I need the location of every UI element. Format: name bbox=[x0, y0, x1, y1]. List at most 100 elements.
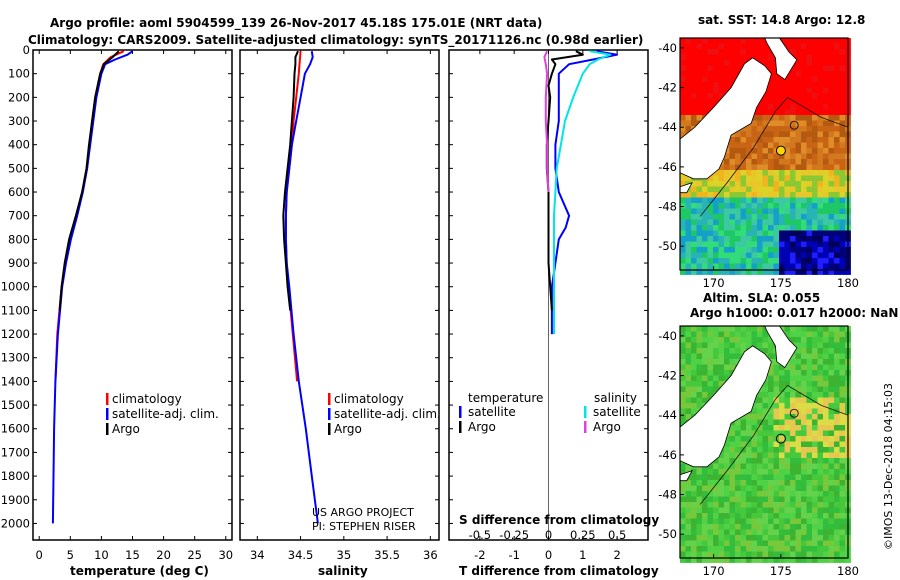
map-cell bbox=[779, 524, 785, 530]
map-cell bbox=[790, 175, 796, 182]
map-cell bbox=[713, 208, 719, 215]
map-cell bbox=[746, 326, 752, 332]
map-cell bbox=[839, 397, 846, 404]
map-cell bbox=[702, 359, 708, 365]
map-cell bbox=[834, 71, 840, 77]
map-cell bbox=[768, 386, 774, 393]
map-cell bbox=[828, 392, 835, 398]
map-cell bbox=[735, 54, 741, 61]
map-cell bbox=[784, 137, 791, 143]
map-cell bbox=[685, 370, 692, 376]
map-cell bbox=[751, 425, 758, 431]
map-cell bbox=[762, 419, 769, 426]
map-cell bbox=[839, 115, 846, 121]
map-cell bbox=[806, 137, 813, 143]
map-cell bbox=[718, 496, 725, 503]
x-tick-label: 2 bbox=[613, 548, 620, 562]
map-cell bbox=[779, 551, 785, 558]
map-y-tick-label: -42 bbox=[658, 369, 677, 383]
map-cell bbox=[762, 507, 769, 514]
map-cell bbox=[707, 507, 714, 514]
map-cell bbox=[823, 381, 829, 387]
map-cell bbox=[784, 164, 791, 171]
map-cell bbox=[834, 230, 840, 237]
map-cell bbox=[839, 491, 846, 497]
map-cell bbox=[757, 513, 763, 519]
map-cell bbox=[751, 513, 758, 519]
map-cell bbox=[685, 331, 692, 338]
map-cell bbox=[718, 87, 725, 94]
map-cell bbox=[828, 386, 835, 393]
map-cell bbox=[740, 452, 747, 459]
map-cell bbox=[762, 348, 769, 354]
map-cell bbox=[784, 496, 791, 503]
map-cell bbox=[779, 76, 785, 83]
map-cell bbox=[768, 337, 774, 343]
map-cell bbox=[751, 230, 758, 237]
map-cell bbox=[707, 513, 714, 519]
map-cell bbox=[768, 49, 774, 55]
map-cell bbox=[806, 447, 813, 453]
map-cell bbox=[713, 463, 719, 470]
map-cell bbox=[702, 98, 708, 105]
map-cell bbox=[834, 441, 840, 448]
map-cell bbox=[729, 197, 736, 204]
map-cell bbox=[718, 524, 725, 530]
map-cell bbox=[768, 175, 774, 182]
map-cell bbox=[729, 269, 736, 275]
map-cell bbox=[823, 137, 829, 143]
map-cell bbox=[806, 463, 813, 470]
map-cell bbox=[702, 109, 708, 116]
map-cell bbox=[702, 236, 708, 242]
map-cell bbox=[762, 540, 769, 547]
map-cell bbox=[790, 430, 796, 437]
map-cell bbox=[834, 225, 840, 231]
x-tick-label: 25 bbox=[187, 548, 202, 562]
map-cell bbox=[680, 469, 686, 475]
map-cell bbox=[768, 491, 774, 497]
map-cell bbox=[724, 353, 730, 360]
map-cell bbox=[834, 381, 840, 387]
legend-swatch-sal-argo bbox=[584, 421, 587, 433]
map-cell bbox=[724, 551, 730, 558]
map-cell bbox=[735, 474, 741, 481]
series-climatology bbox=[54, 50, 125, 382]
map-cell bbox=[680, 208, 686, 215]
map-cell bbox=[768, 164, 774, 171]
map-cell bbox=[746, 496, 752, 503]
map-cell bbox=[823, 93, 829, 99]
map-cell bbox=[806, 43, 813, 50]
map-cell bbox=[757, 214, 763, 220]
map-cell bbox=[746, 241, 752, 248]
map-cell bbox=[823, 524, 829, 530]
map-cell bbox=[696, 208, 703, 215]
map-cell bbox=[691, 43, 697, 50]
map-cell bbox=[812, 518, 818, 525]
map-cell bbox=[718, 342, 725, 349]
map-cell bbox=[834, 551, 840, 558]
map-cell bbox=[828, 164, 835, 171]
title-line-2: Climatology: CARS2009. Satellite-adjuste… bbox=[28, 33, 643, 48]
map-cell bbox=[751, 225, 758, 231]
map-cell bbox=[779, 408, 785, 415]
map-cell bbox=[795, 392, 802, 398]
map-cell bbox=[779, 109, 785, 116]
map-cell bbox=[691, 225, 697, 231]
map-cell bbox=[817, 98, 824, 105]
map-cell bbox=[806, 342, 813, 349]
map-cell bbox=[823, 71, 829, 77]
map-cell bbox=[740, 181, 747, 187]
map-cell bbox=[773, 258, 780, 264]
y-tick-label: 1600 bbox=[1, 422, 30, 436]
map-cell bbox=[685, 342, 692, 349]
map-cell bbox=[839, 474, 846, 481]
map-cell bbox=[757, 225, 763, 231]
map-cell bbox=[702, 507, 708, 514]
map-cell bbox=[735, 452, 741, 459]
map-cell bbox=[834, 419, 840, 426]
y-tick-label: 1000 bbox=[1, 280, 30, 294]
map-cell bbox=[806, 142, 813, 149]
map-cell bbox=[784, 225, 791, 231]
map-cell bbox=[795, 49, 802, 55]
map-cell bbox=[729, 252, 736, 259]
